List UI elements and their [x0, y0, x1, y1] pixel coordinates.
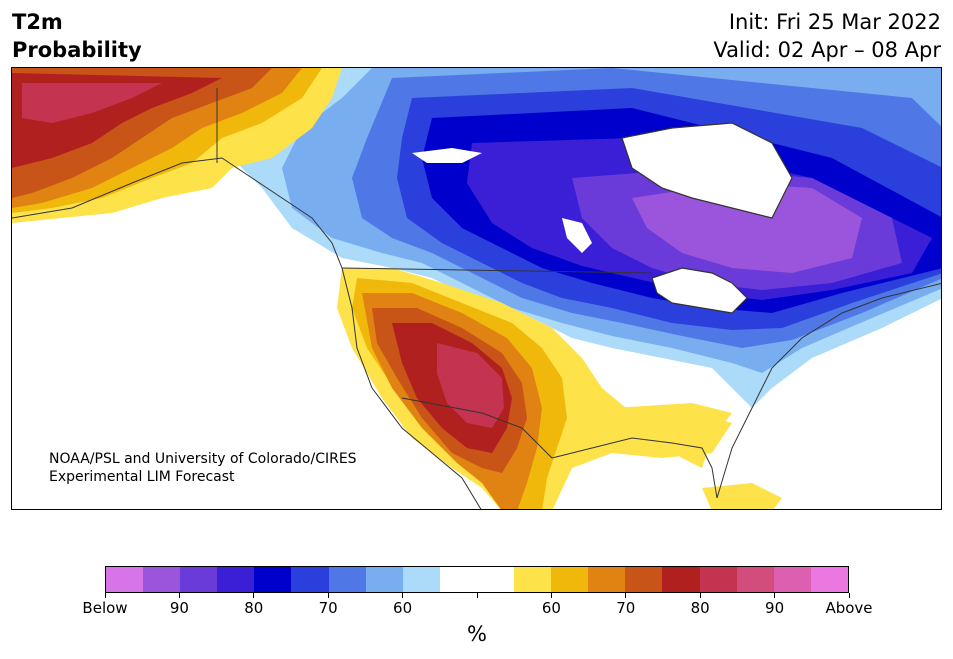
colorbar-segment: [588, 567, 626, 592]
colorbar-tick: [848, 593, 850, 598]
colorbar-segment: [625, 567, 663, 592]
atlantic-coast: [716, 282, 941, 499]
pacific-coastline: [12, 157, 482, 509]
colorbar-segment: [180, 567, 218, 592]
map-svg: [12, 68, 941, 509]
colorbar-segment: [699, 567, 737, 592]
attribution-line-2: Experimental LIM Forecast: [49, 469, 235, 485]
colorbar-segment: [402, 567, 440, 592]
init-date: Init: Fri 25 Mar 2022: [728, 10, 941, 34]
colorbar-segment: [662, 567, 700, 592]
colorbar-segment: [365, 567, 403, 592]
colorbar-segment: [773, 567, 811, 592]
colorbar-tick: [625, 593, 627, 598]
colorbar-tick-center: [476, 593, 478, 598]
colorbar-tick: [253, 593, 255, 598]
colorbar-tick: [699, 593, 701, 598]
cold-band-90: [632, 183, 862, 273]
colorbar-segment: [106, 567, 144, 592]
colorbar-segment: [439, 567, 477, 592]
colorbar-segment: [476, 567, 515, 592]
colorbar-tick: [104, 593, 106, 598]
colorbar-segment: [254, 567, 292, 592]
colorbar-segment: [551, 567, 589, 592]
sw-band-75: [437, 343, 504, 428]
colorbar-tick-label: 90: [169, 599, 189, 617]
lake-winnipeg: [562, 218, 592, 253]
colorbar-tick: [550, 593, 552, 598]
political-borders: [12, 88, 941, 509]
colorbar-tick: [327, 593, 329, 598]
colorbar-tick: [774, 593, 776, 598]
hudson-bay: [621, 122, 793, 219]
map-title: T2m Probability: [12, 8, 142, 64]
title-line-2: Probability: [12, 38, 142, 62]
southeast-above-band: [612, 403, 732, 468]
water-bodies: [412, 122, 793, 314]
colorbar-segment: [514, 567, 552, 592]
colorbar-segment: [143, 567, 181, 592]
alaska-band-75: [22, 83, 162, 123]
colorbar: [105, 566, 849, 593]
colorbar-tick-label: 70: [318, 599, 338, 617]
us-mexico-border: [401, 397, 553, 459]
valid-period: Valid: 02 Apr – 08 Apr: [713, 38, 941, 62]
colorbar-segment: [736, 567, 774, 592]
colorbar-segment: [217, 567, 255, 592]
colorbar-tick-label: Below: [82, 599, 128, 617]
colorbar-tick: [178, 593, 180, 598]
colorbar-tick-label: 60: [541, 599, 561, 617]
forecast-dates: Init: Fri 25 Mar 2022 Valid: 02 Apr – 08…: [713, 8, 941, 64]
colorbar-tick-label: Above: [825, 599, 873, 617]
title-line-1: T2m: [12, 10, 63, 34]
colorbar-segment: [810, 567, 848, 592]
southwest-above-region: [337, 268, 732, 509]
gulf-coast: [551, 437, 718, 499]
colorbar-unit: %: [467, 622, 487, 646]
colorbar-tick-label: 60: [393, 599, 413, 617]
colorbar-segment: [291, 567, 329, 592]
us-canada-border: [341, 267, 653, 274]
colorbar-tick-label: 70: [616, 599, 636, 617]
great-lakes: [651, 267, 748, 314]
colorbar-tick: [402, 593, 404, 598]
colorbar-segment: [328, 567, 366, 592]
attribution: NOAA/PSL and University of Colorado/CIRE…: [49, 450, 357, 486]
colorbar-tick-label: 90: [765, 599, 785, 617]
colorbar-tick-label: 80: [690, 599, 710, 617]
great-slave-lake: [412, 148, 482, 163]
probability-map: [11, 67, 942, 510]
alaska-above-region: [12, 68, 342, 223]
attribution-line-1: NOAA/PSL and University of Colorado/CIRE…: [49, 451, 357, 467]
colorbar-tick-label: 80: [244, 599, 264, 617]
cuba-above-band: [702, 483, 782, 509]
